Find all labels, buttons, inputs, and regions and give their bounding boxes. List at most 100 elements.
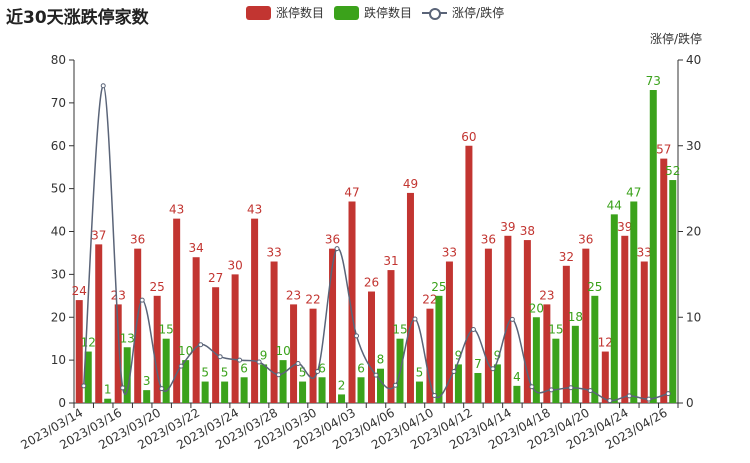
bar-limit-up (621, 235, 629, 403)
bar-limit-up (192, 257, 200, 403)
y-left-tick-label: 10 (51, 353, 66, 367)
bar-label-limit-down: 9 (260, 348, 268, 362)
bar-limit-down (415, 381, 423, 403)
ratio-point (315, 369, 321, 375)
bar-label-limit-up: 22 (422, 293, 437, 307)
bar-label-limit-up: 47 (344, 185, 359, 199)
ratio-point (607, 398, 613, 404)
bar-label-limit-down: 25 (587, 280, 602, 294)
bar-limit-down (123, 347, 131, 403)
bar-limit-down (610, 214, 618, 403)
y-left-tick-label: 40 (51, 225, 66, 239)
ratio-point (178, 363, 184, 369)
bar-limit-up (153, 295, 161, 403)
legend-item-ratio[interactable]: 涨停/跌停 (422, 4, 504, 21)
ratio-point (431, 392, 437, 398)
bar-limit-down (143, 390, 151, 403)
bar-limit-down (513, 385, 521, 403)
bar-limit-down (591, 295, 599, 403)
legend-label-ratio: 涨停/跌停 (452, 6, 505, 20)
bar-label-limit-down: 4 (513, 370, 521, 384)
bar-limit-down (221, 381, 229, 403)
bar-label-limit-down: 9 (455, 348, 463, 362)
bar-label-limit-up: 57 (656, 143, 671, 157)
bar-label-limit-down: 13 (120, 331, 135, 345)
bar-label-limit-down: 3 (143, 374, 151, 388)
bar-limit-up (270, 261, 278, 403)
y-left-tick-label: 80 (51, 53, 66, 67)
bar-label-limit-down: 25 (431, 280, 446, 294)
bar-limit-up (173, 218, 181, 403)
bar-limit-down (299, 381, 307, 403)
bar-label-limit-down: 10 (275, 344, 290, 358)
bar-label-limit-up: 36 (325, 233, 340, 247)
bar-limit-up (601, 351, 609, 403)
bar-label-limit-down: 15 (159, 323, 174, 337)
bar-label-limit-down: 6 (357, 361, 365, 375)
bar-label-limit-up: 31 (383, 254, 398, 268)
bar-limit-up (368, 291, 375, 403)
bar-limit-down (240, 377, 248, 403)
bar-limit-down (571, 325, 579, 403)
y-right-tick-label: 0 (686, 396, 694, 410)
bar-label-limit-down: 8 (377, 353, 385, 367)
ratio-point (412, 316, 418, 322)
bar-limit-up (134, 248, 142, 403)
y-right-tick-label: 40 (686, 53, 701, 67)
y-right-tick-label: 20 (686, 225, 701, 239)
bar-limit-up (309, 308, 317, 403)
bar-label-limit-down: 6 (318, 361, 326, 375)
bar-label-limit-up: 30 (227, 258, 242, 272)
bar-label-limit-up: 27 (208, 271, 223, 285)
bar-limit-up (251, 218, 259, 403)
right-axis-name: 涨停/跌停 (649, 32, 702, 46)
bar-limit-down (669, 180, 677, 403)
bar-label-limit-down: 5 (299, 366, 307, 380)
bar-limit-down (454, 364, 462, 403)
bar-label-limit-up: 36 (578, 233, 593, 247)
bar-limit-down (649, 90, 657, 403)
ratio-point (237, 357, 243, 363)
bar-label-limit-down: 15 (392, 323, 407, 337)
bar-limit-down (279, 360, 287, 403)
bar-limit-down (493, 364, 501, 403)
bar-limit-up (543, 304, 551, 403)
bar-label-limit-up: 43 (247, 203, 262, 217)
bar-label-limit-down: 5 (201, 366, 209, 380)
ratio-point (490, 366, 496, 372)
bar-label-limit-down: 44 (607, 198, 622, 212)
bar-label-limit-up: 39 (500, 220, 515, 234)
ratio-point (646, 396, 652, 402)
ratio-point (373, 372, 379, 378)
bar-limit-up (445, 261, 453, 403)
ratio-point (354, 333, 360, 339)
ratio-point (587, 388, 593, 394)
bar-label-limit-up: 23 (539, 288, 554, 302)
bar-limit-down (338, 394, 346, 403)
bar-limit-up (95, 244, 103, 403)
legend-item-limit-up[interactable]: 涨停数目 (246, 4, 324, 21)
chart-title: 近30天涨跌停家数 (6, 8, 149, 28)
ratio-point (568, 385, 574, 391)
bar-limit-up (504, 235, 512, 403)
legend-swatch-limit-up (246, 5, 271, 20)
bar-label-limit-down: 73 (646, 74, 661, 88)
bar-label-limit-up: 36 (130, 233, 145, 247)
bar-label-limit-down: 9 (494, 348, 502, 362)
bar-label-limit-up: 39 (617, 220, 632, 234)
bar-limit-down (377, 368, 384, 403)
bar-limit-up (582, 248, 590, 403)
bar-label-limit-up: 23 (111, 288, 126, 302)
y-right-tick-label: 10 (686, 310, 701, 324)
bar-limit-down (260, 364, 268, 403)
bar-label-limit-up: 34 (189, 241, 204, 255)
bar-label-limit-up: 12 (598, 336, 613, 350)
bar-limit-up (75, 300, 83, 403)
bar-limit-down (182, 360, 190, 403)
legend-swatch-ratio (422, 6, 448, 20)
bar-label-limit-down: 47 (626, 185, 641, 199)
bar-label-limit-up: 32 (559, 250, 574, 264)
bar-limit-down (630, 201, 638, 403)
legend-item-limit-down[interactable]: 跌停数目 (334, 4, 412, 21)
